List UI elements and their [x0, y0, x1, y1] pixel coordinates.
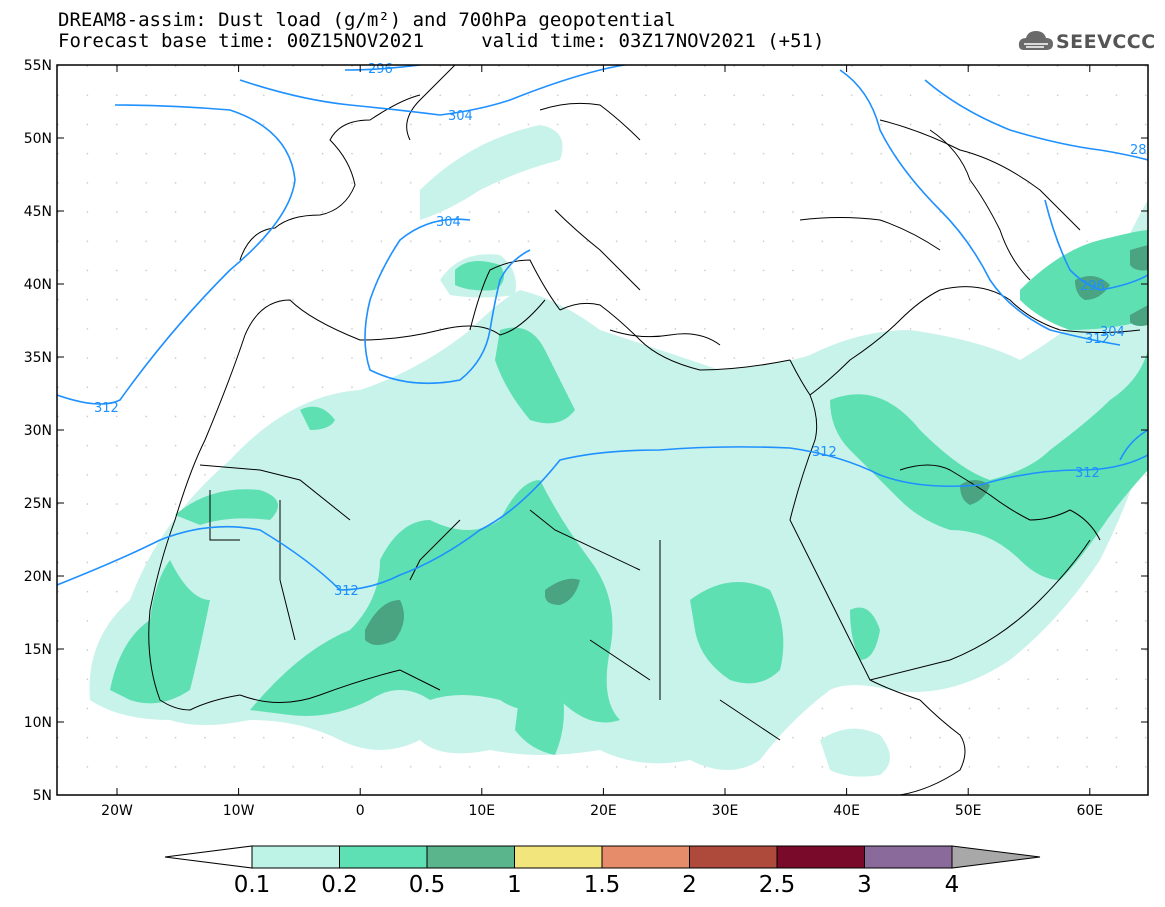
lon-label: 0 [356, 803, 365, 819]
contour-label: 312 [1075, 466, 1100, 481]
colorbar-segment [864, 845, 953, 869]
cloud-icon [1018, 31, 1053, 50]
colorbar-label: 2.5 [758, 872, 796, 898]
colorbar-segment [514, 845, 603, 869]
colorbar-label: 3 [857, 872, 872, 898]
colorbar-segment [339, 845, 428, 869]
seevccc-logo: SEEVCCC [1018, 28, 1155, 58]
chart-subtitle: Forecast base time: 00Z15NOV2021 valid t… [58, 30, 825, 52]
lat-label: 45N [24, 204, 52, 220]
contour-label: 304 [436, 215, 461, 230]
lon-label: 20W [101, 803, 133, 819]
dust-load-mid [110, 230, 1148, 755]
colorbar-label: 0.1 [233, 872, 271, 898]
contour-label: 304 [1100, 325, 1125, 340]
contour-label: 296 [1080, 279, 1105, 294]
latitude-axis: 55N 50N 45N 40N 35N 30N 25N 20N 15N 10N 5N [24, 58, 1148, 804]
colorbar-segment [251, 845, 340, 869]
contour-label: 28 [1130, 143, 1147, 158]
geopotential-contours [57, 65, 1148, 591]
lon-label: 60E [1076, 803, 1103, 819]
colorbar [164, 845, 1041, 869]
lon-label: 10E [468, 803, 495, 819]
logo-text: SEEVCCC [1056, 31, 1156, 53]
contour-label: 312 [94, 401, 119, 416]
lon-label: 20E [590, 803, 617, 819]
lat-label: 55N [24, 58, 52, 74]
lat-label: 35N [24, 350, 52, 366]
lat-label: 5N [33, 788, 52, 804]
colorbar-label: 2 [682, 872, 697, 898]
contour-label: 312 [1085, 332, 1110, 347]
lat-label: 30N [24, 423, 52, 439]
chart-title: DREAM8-assim: Dust load (g/m²) and 700hP… [58, 9, 676, 31]
lat-label: 15N [24, 642, 52, 658]
colorbar-label: 0.5 [408, 872, 446, 898]
colorbar-segment [776, 845, 865, 869]
lat-label: 20N [24, 569, 52, 585]
lat-label: 50N [24, 131, 52, 147]
lat-label: 40N [24, 277, 52, 293]
lat-label: 25N [24, 496, 52, 512]
lon-label: 10W [223, 803, 255, 819]
colorbar-over-arrow [951, 845, 1041, 869]
colorbar-segment [426, 845, 515, 869]
lon-label: 30E [712, 803, 739, 819]
colorbar-label: 1 [507, 872, 522, 898]
lon-label: 40E [833, 803, 860, 819]
contour-label: 304 [448, 109, 473, 124]
contour-label: 312 [812, 445, 837, 460]
lon-label: 50E [955, 803, 982, 819]
contour-label: 312 [334, 584, 359, 599]
colorbar-label: 4 [944, 872, 960, 898]
map-area [57, 65, 1148, 795]
lat-label: 10N [24, 715, 52, 731]
longitude-axis: 20W 10W 0 10E 20E 30E 40E 50E 60E [101, 65, 1103, 819]
colorbar-segment [689, 845, 778, 869]
coastlines [148, 65, 1141, 795]
colorbar-label: 1.5 [583, 872, 621, 898]
colorbar-label: 0.2 [321, 872, 358, 898]
colorbar-segment [601, 845, 690, 869]
colorbar-under-arrow [164, 845, 253, 869]
